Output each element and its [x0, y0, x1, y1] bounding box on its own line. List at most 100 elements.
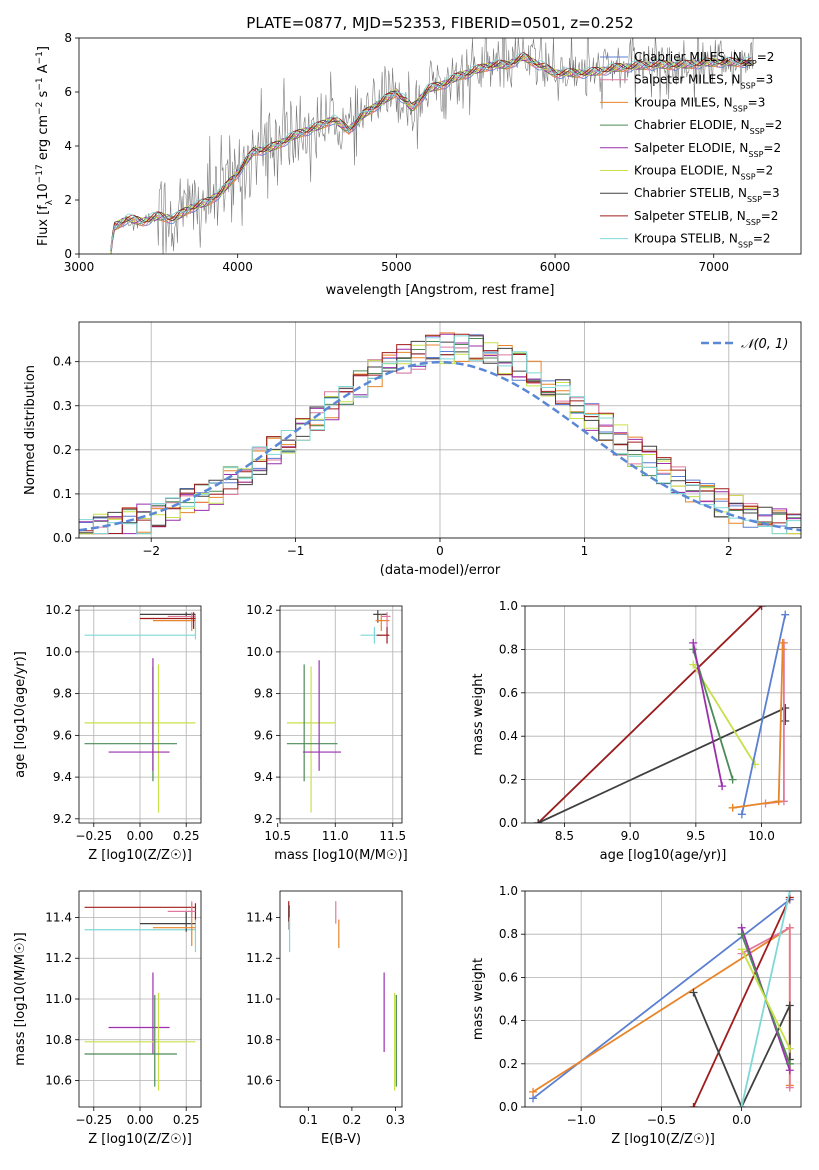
y-tick-label: 0.0 [499, 1100, 518, 1114]
y-tick-label: 2 [64, 193, 72, 207]
y-label-part: −17 [35, 164, 45, 183]
x-tick-label: 3000 [64, 260, 95, 274]
y-tick-label: 0 [64, 247, 72, 261]
legend-label: Kroupa MILES, NSSP=3 [634, 95, 765, 113]
x-tick-label: −0.25 [75, 829, 112, 843]
x-tick-label: 2 [725, 544, 733, 558]
legend-label-part: Chabrier ELODIE, N [634, 118, 750, 132]
y-tick-label: 8 [64, 31, 72, 45]
x-tick-label: 0.0 [732, 1113, 751, 1127]
axes-frame [78, 37, 802, 255]
y-axis-label: age [log10(age/yr)] [13, 651, 28, 778]
legend-label-part: SSP [750, 127, 765, 136]
y-tick-label: 0.8 [499, 927, 518, 941]
weight-line [740, 948, 791, 1050]
x-tick-label: 11.5 [379, 829, 406, 843]
y-tick-label: 0.2 [499, 1057, 518, 1071]
weight-marker [785, 1083, 794, 1092]
legend-label-part: Chabrier STELIB, N [634, 186, 747, 200]
errorbar-point [303, 660, 341, 771]
legend-label-part: Salpeter STELIB, N [634, 209, 746, 223]
y-label-part: λ [45, 199, 55, 205]
axes-frame [78, 890, 202, 1108]
errorbar-point [84, 666, 177, 782]
x-tick-label: 6000 [540, 260, 571, 274]
legend-label-part: Salpeter ELODIE, N [634, 141, 748, 155]
y-tick-label: 11.0 [45, 992, 72, 1006]
x-tick-label: 1 [581, 544, 589, 558]
x-axis-label: wavelength [Angstrom, rest frame] [326, 283, 555, 298]
y-tick-label: 10.2 [45, 603, 72, 617]
legend-label-part: Kroupa STELIB, N [634, 232, 738, 246]
weight-marker [689, 1103, 698, 1107]
y-tick-label: 10.2 [246, 603, 273, 617]
y-tick-label: 11.4 [246, 910, 273, 924]
errorbar-point [152, 903, 196, 947]
weight-marker [718, 782, 727, 791]
weight-marker [785, 891, 794, 895]
weight-line [692, 897, 791, 1107]
weight-marker [534, 819, 543, 823]
y-tick-label: 11.4 [45, 910, 72, 924]
model-fit-line [110, 58, 753, 254]
weight-marker [785, 1001, 794, 1010]
y-axis-label: Flux [fλ10−17 erg cm−2 s−1 A−1] [35, 46, 55, 246]
y-tick-label: 10.6 [246, 1074, 273, 1088]
y-tick-label: 1.0 [499, 884, 518, 898]
legend-label-part: Salpeter MILES, N [634, 73, 741, 87]
x-tick-label: 7000 [698, 260, 729, 274]
legend-label-part: =3 [748, 95, 766, 109]
panel-weight-vs-age: 8.5 9.0 9.5 10.0 0.0 0.2 0.4 0.6 0.8 1.0 age [log1… [471, 599, 802, 863]
y-tick-label: 10.6 [45, 1074, 72, 1088]
model-fit-line [110, 53, 753, 252]
legend-label-part: SSP [746, 217, 761, 226]
axes-frame [78, 321, 802, 539]
y-tick-label: 4 [64, 139, 72, 153]
weight-marker [785, 923, 794, 932]
y-axis-label: Normed distribution [23, 365, 38, 495]
errorbar-point [84, 664, 196, 813]
axes-frame [524, 605, 802, 824]
legend-label-part: SSP [738, 240, 753, 249]
y-tick-label: 9.4 [254, 770, 273, 784]
legend-label-part: SSP [741, 172, 756, 181]
legend-label: Chabrier MILES, NSSP=2 [634, 50, 774, 68]
x-tick-label: 9.5 [686, 829, 705, 843]
x-axis-label: Z [log10(Z/Z☉)] [88, 1132, 192, 1147]
y-tick-label: 9.4 [53, 770, 72, 784]
weight-marker [757, 606, 766, 610]
panel-mass-vs-Z: −0.25 0.00 0.25 10.6 10.8 11.0 11.2 11.4 Z [log1… [13, 890, 202, 1147]
model-fit-line [110, 51, 753, 250]
axes-frame [78, 605, 202, 824]
x-axis-label: (data-model)/error [380, 563, 501, 578]
y-tick-label: 10.8 [45, 1033, 72, 1047]
y-tick-label: 6 [64, 85, 72, 99]
weight-line [537, 606, 763, 823]
y-axis-label: mass weight [471, 673, 486, 755]
legend-label: Kroupa ELODIE, NSSP=2 [634, 164, 773, 182]
legend-label-part: =3 [756, 73, 774, 87]
weight-marker [737, 1103, 746, 1107]
x-tick-label: 5000 [381, 260, 412, 274]
y-label-part: erg cm [36, 115, 51, 164]
weight-marker [781, 610, 790, 619]
y-tick-label: 0.4 [499, 1014, 518, 1028]
y-label-part: s [36, 90, 51, 101]
weight-marker [785, 1044, 794, 1053]
y-tick-label: 9.6 [53, 728, 72, 742]
y-label-part: −1 [35, 77, 45, 90]
legend-label-part: SSP [742, 59, 757, 68]
plot-area [280, 606, 402, 823]
model-fit-line [110, 55, 753, 254]
weight-marker [728, 803, 737, 812]
y-tick-label: 0.8 [499, 642, 518, 656]
errorbar-point [286, 664, 338, 782]
y-tick-label: 1.0 [499, 599, 518, 613]
errorbar-point [167, 901, 196, 918]
normal-curve [79, 360, 801, 532]
y-tick-label: 10.0 [246, 645, 273, 659]
y-tick-label: 0.3 [53, 399, 72, 413]
y-label-part: 10 [36, 183, 51, 200]
weight-marker [689, 988, 698, 997]
